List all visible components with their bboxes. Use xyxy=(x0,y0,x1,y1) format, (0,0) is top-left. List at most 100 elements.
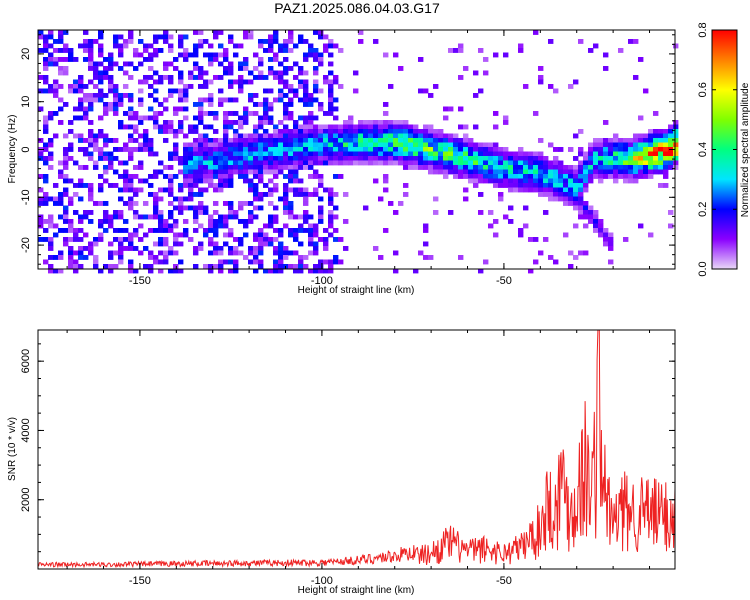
heatmap-cell xyxy=(268,106,274,112)
heatmap-cell xyxy=(208,165,214,170)
heatmap-cell xyxy=(43,147,49,152)
heatmap-cell xyxy=(578,196,584,202)
heatmap-cell xyxy=(268,133,274,139)
heatmap-cell xyxy=(488,174,494,179)
heatmap-cell xyxy=(138,187,144,193)
heatmap-cell xyxy=(303,214,309,220)
heatmap-cell xyxy=(553,169,559,175)
heatmap-cell xyxy=(48,241,54,247)
heatmap-cell xyxy=(638,133,644,139)
heatmap-cell xyxy=(188,160,194,166)
heatmap-cell xyxy=(73,57,79,62)
heatmap-cell xyxy=(388,124,394,130)
heatmap-cell xyxy=(453,142,459,148)
heatmap-cell xyxy=(248,259,254,265)
heatmap-cell xyxy=(458,106,464,112)
snr-y-tick-label: 6000 xyxy=(20,349,32,373)
heatmap-cell xyxy=(418,165,424,170)
heatmap-cell xyxy=(228,111,234,116)
heatmap-cell xyxy=(478,160,484,166)
heatmap-cell xyxy=(643,142,649,148)
heatmap-cell xyxy=(193,246,199,251)
heatmap-cell xyxy=(258,57,264,62)
heatmap-cell xyxy=(278,228,284,233)
heatmap-cell xyxy=(603,138,609,143)
heatmap-cell xyxy=(473,151,479,157)
heatmap-cell xyxy=(103,228,109,233)
heatmap-cell xyxy=(313,129,319,134)
heatmap-cell xyxy=(273,57,279,62)
heatmap-cell xyxy=(653,129,659,134)
heatmap-cell xyxy=(308,133,314,139)
heatmap-cell xyxy=(358,147,364,152)
heatmap-cell xyxy=(638,147,644,152)
heatmap-cell xyxy=(298,156,304,161)
heatmap-cell xyxy=(323,187,329,193)
heatmap-cell xyxy=(278,250,284,256)
heatmap-cell xyxy=(428,169,434,175)
heatmap-cell xyxy=(493,124,499,130)
heatmap-cell xyxy=(283,70,289,76)
heatmap-cell xyxy=(93,147,99,152)
heatmap-cell xyxy=(138,147,144,152)
heatmap-cell xyxy=(333,147,339,152)
heatmap-cell xyxy=(93,259,99,265)
heatmap-cell xyxy=(258,259,264,265)
heatmap-cell xyxy=(638,223,644,229)
heatmap-cell xyxy=(323,160,329,166)
heatmap-cell xyxy=(233,156,239,161)
heatmap-cell xyxy=(328,160,334,166)
heatmap-cell xyxy=(408,129,414,134)
heatmap-cell xyxy=(463,196,469,202)
heatmap-cell xyxy=(503,147,509,152)
heatmap-cell xyxy=(233,169,239,175)
heatmap-cell xyxy=(208,138,214,143)
heatmap-cell xyxy=(358,120,364,125)
heatmap-cell xyxy=(468,142,474,148)
heatmap-cell xyxy=(258,147,264,152)
heatmap-cell xyxy=(133,48,139,53)
heatmap-cell xyxy=(403,156,409,161)
heatmap-cell xyxy=(628,169,634,175)
heatmap-cell xyxy=(403,129,409,134)
heatmap-cell xyxy=(133,147,139,152)
heatmap-cell xyxy=(233,160,239,166)
heatmap-cell xyxy=(443,138,449,143)
heatmap-cell xyxy=(398,160,404,166)
heatmap-cell xyxy=(568,196,574,202)
heatmap-cell xyxy=(168,124,174,130)
heatmap-cell xyxy=(443,147,449,152)
heatmap-cell xyxy=(318,34,324,40)
heatmap-cell xyxy=(393,156,399,161)
heatmap-cell xyxy=(108,75,114,80)
heatmap-cell xyxy=(543,165,549,170)
heatmap-cell xyxy=(158,48,164,53)
heatmap-cell xyxy=(238,120,244,125)
heatmap-cell xyxy=(623,178,629,184)
heatmap-cell xyxy=(138,120,144,125)
heatmap-cell xyxy=(63,160,69,166)
heatmap-cell xyxy=(323,48,329,53)
heatmap-cell xyxy=(313,30,319,35)
heatmap-cell xyxy=(108,214,114,220)
heatmap-cell xyxy=(293,192,299,197)
heatmap-cell xyxy=(188,192,194,197)
heatmap-cell xyxy=(308,237,314,242)
heatmap-cell xyxy=(143,142,149,148)
heatmap-cell xyxy=(608,232,614,238)
heatmap-cell xyxy=(338,151,344,157)
heatmap-cell xyxy=(558,160,564,166)
heatmap-cell xyxy=(68,129,74,134)
heatmap-cell xyxy=(218,178,224,184)
heatmap-cell xyxy=(573,205,579,211)
heatmap-cell xyxy=(123,93,129,98)
heatmap-cell xyxy=(288,39,294,44)
heatmap-cell xyxy=(638,160,644,166)
heatmap-cell xyxy=(548,196,554,202)
heatmap-cell xyxy=(443,165,449,170)
heatmap-cell xyxy=(623,142,629,148)
heatmap-cell xyxy=(588,205,594,211)
heatmap-cell xyxy=(308,165,314,170)
heatmap-cell xyxy=(268,165,274,170)
heatmap-cell xyxy=(168,268,174,274)
